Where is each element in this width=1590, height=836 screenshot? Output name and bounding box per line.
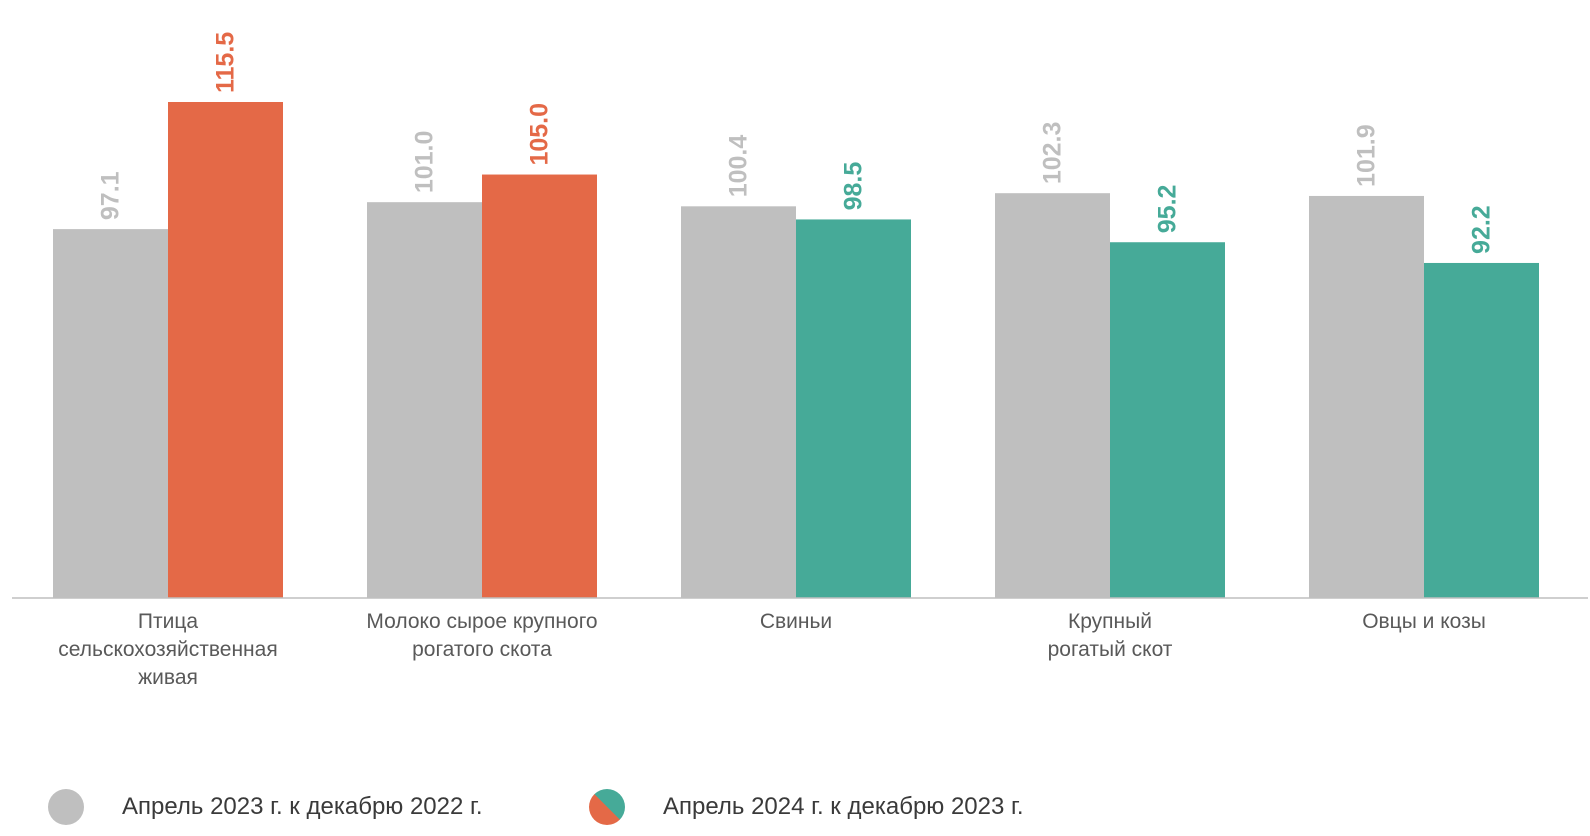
legend-label-series-1: Апрель 2023 г. к декабрю 2022 г. [122, 793, 483, 820]
bar-series-1-cat-1 [53, 229, 168, 598]
data-label-series-1-cat-2: 101.0 [411, 131, 439, 194]
category-label-1-line-3: живая [138, 666, 198, 689]
category-label-2-line-2: рогатого скота [412, 638, 552, 661]
bar-series-2-cat-3 [796, 219, 911, 599]
data-label-series-1-cat-1: 97.1 [97, 171, 125, 220]
category-labels: Птица сельскохозяйственная живая Молоко сыр… [58, 610, 1486, 689]
category-label-1-line-1: Птица [138, 610, 198, 633]
category-label-4-line-2: рогатый скот [1048, 638, 1173, 661]
bars-group: 97.1 115.5 101.0 105.0 100.4 98.5 102.3 95.2 101… [53, 32, 1539, 599]
category-label-5-line-1: Овцы и козы [1362, 610, 1486, 633]
legend-item-series-2: Апрель 2024 г. к декабрю 2023 г. [589, 789, 1024, 825]
data-label-series-1-cat-3: 100.4 [725, 135, 753, 198]
bar-series-1-cat-4 [995, 193, 1110, 598]
bar-series-1-cat-2 [367, 202, 482, 599]
bar-series-2-cat-4 [1110, 242, 1225, 598]
bar-chart: 97.1 115.5 101.0 105.0 100.4 98.5 102.3 95.2 101… [12, 32, 1588, 689]
legend-marker-series-2 [589, 789, 625, 825]
category-label-1-line-2: сельскохозяйственная [58, 638, 277, 661]
data-label-series-2-cat-2: 105.0 [526, 103, 554, 166]
data-label-series-2-cat-3: 98.5 [840, 162, 868, 211]
data-label-series-1-cat-4: 102.3 [1039, 122, 1067, 185]
bar-series-1-cat-3 [681, 206, 796, 598]
bar-series-2-cat-2 [482, 174, 597, 598]
legend-item-series-1: Апрель 2023 г. к декабрю 2022 г. [48, 789, 483, 825]
data-label-series-2-cat-5: 92.2 [1468, 205, 1496, 254]
data-label-series-2-cat-1: 115.5 [212, 32, 240, 93]
data-label-series-2-cat-4: 95.2 [1154, 185, 1182, 234]
category-label-4-line-1: Крупный [1068, 610, 1152, 633]
category-label-2-line-1: Молоко сырое крупного [366, 610, 597, 633]
legend: Апрель 2023 г. к декабрю 2022 г. Апрель … [0, 789, 1590, 829]
bar-series-2-cat-5 [1424, 262, 1539, 598]
bar-series-2-cat-1 [168, 102, 283, 598]
data-label-series-1-cat-5: 101.9 [1353, 124, 1381, 187]
category-label-3-line-1: Свиньи [760, 610, 832, 633]
bar-series-1-cat-5 [1309, 195, 1424, 598]
legend-marker-series-1 [48, 789, 84, 825]
legend-label-series-2: Апрель 2024 г. к декабрю 2023 г. [663, 793, 1024, 820]
